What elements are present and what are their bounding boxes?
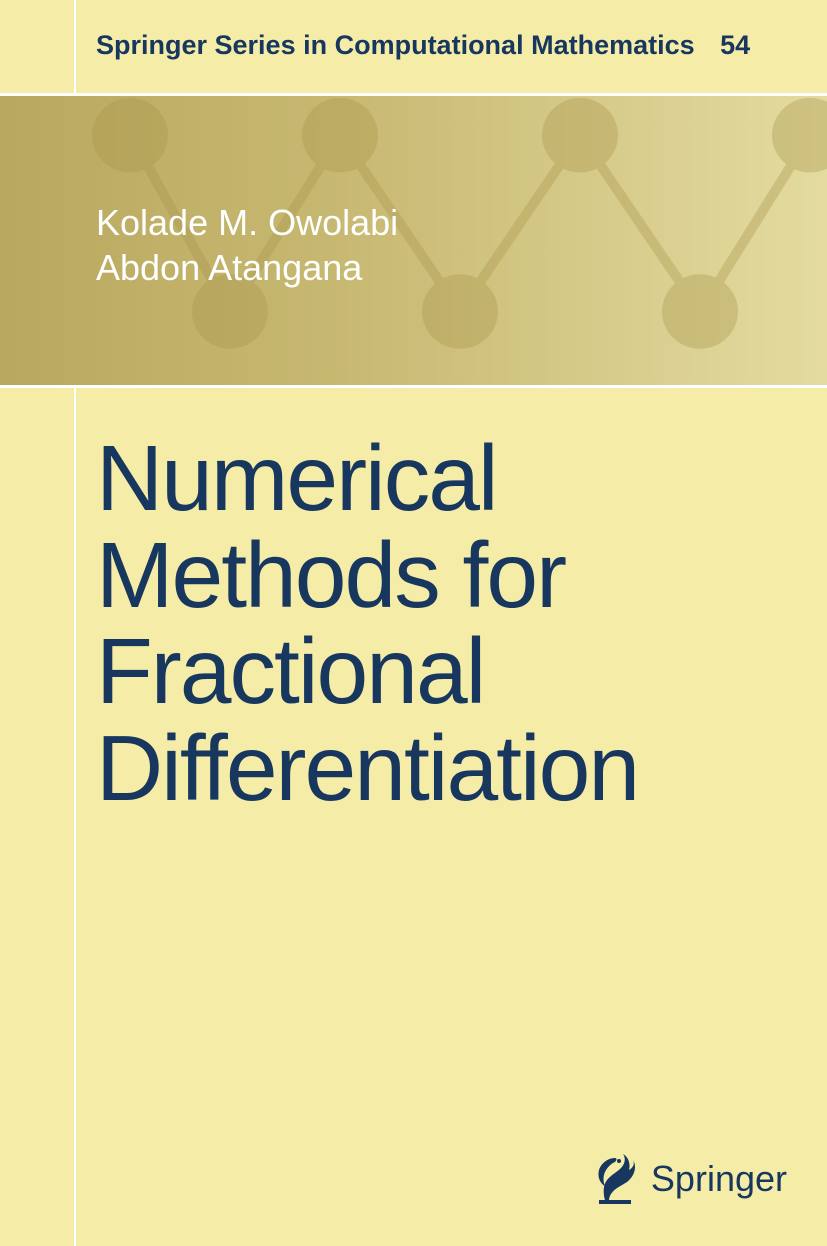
- publisher-block: Springer: [591, 1150, 787, 1208]
- authors-block: Kolade M. Owolabi Abdon Atangana: [96, 200, 398, 290]
- publisher-name: Springer: [651, 1158, 787, 1200]
- title-line-1: Numerical: [96, 430, 786, 527]
- author-1: Kolade M. Owolabi: [96, 200, 398, 245]
- title-line-2: Methods for: [96, 527, 786, 624]
- series-number: 54: [720, 30, 750, 60]
- book-title: Numerical Methods for Fractional Differe…: [96, 430, 786, 817]
- title-line-4: Differentiation: [96, 720, 786, 817]
- author-2: Abdon Atangana: [96, 245, 398, 290]
- series-header: Springer Series in Computational Mathema…: [96, 30, 750, 61]
- title-line-3: Fractional: [96, 623, 786, 720]
- springer-horse-icon: [591, 1150, 639, 1208]
- series-name: Springer Series in Computational Mathema…: [96, 30, 695, 60]
